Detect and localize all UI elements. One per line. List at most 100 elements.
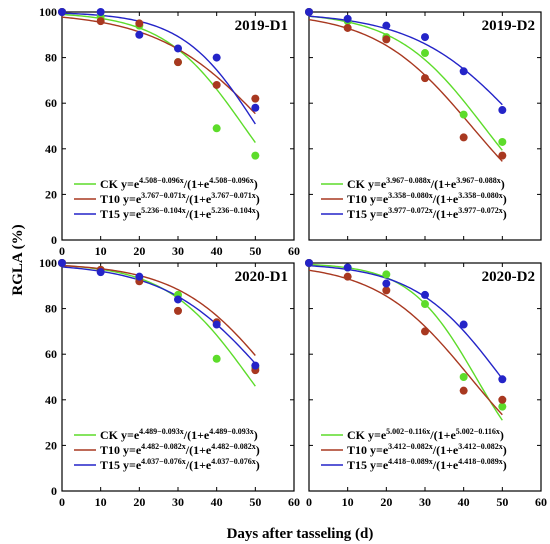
equation-text: T10 y=e: [100, 192, 142, 206]
equation-text: CK y=e: [100, 177, 140, 191]
fit-curve-t15: [308, 15, 503, 106]
data-point-ck: [382, 270, 391, 279]
fit-curve-ck: [61, 13, 256, 143]
x-tick-label: 30: [172, 495, 184, 509]
data-point-t10: [459, 133, 468, 142]
equation-exponent: 4.418−0.089x: [458, 457, 503, 466]
data-point-ck: [498, 137, 507, 146]
data-point-ck: [421, 49, 429, 58]
equation-exponent: 3.767−0.071x: [211, 191, 256, 200]
x-tick-label: 40: [211, 495, 223, 509]
y-tick-label: 60: [45, 347, 57, 361]
data-point-ck: [498, 402, 507, 411]
data-point-t15: [382, 279, 391, 288]
equation-text: /(1+e: [432, 443, 459, 457]
equation-exponent: 4.037−0.076x: [211, 457, 256, 466]
y-tick-label: 80: [45, 302, 57, 316]
panel-title: 2020-D1: [235, 269, 288, 285]
y-tick-label: 20: [45, 438, 57, 452]
data-point-t15: [498, 375, 507, 384]
fit-curve-t10: [308, 18, 503, 162]
data-point-t15: [459, 320, 468, 329]
fit-curve-t15: [61, 266, 256, 365]
equation-exponent: 3.767−0.071x: [141, 191, 186, 200]
data-point-t15: [58, 259, 66, 267]
legend-equation-t15: T15 y=e4.418−0.089x/(1+e4.418−0.089x): [347, 457, 507, 472]
equation-text: ): [256, 207, 260, 221]
legend-equation-t10: T10 y=e3.412−0.082x/(1+e3.412−0.082x): [347, 442, 507, 457]
data-point-t15: [343, 263, 352, 272]
equation-exponent: 4.489−0.093x: [209, 427, 254, 436]
data-point-t10: [343, 272, 352, 281]
data-point-t10: [382, 35, 391, 44]
equation-text: T10 y=e: [347, 443, 389, 457]
equation-text: /(1+e: [185, 458, 212, 472]
data-point-t15: [421, 33, 429, 42]
data-point-t10: [251, 94, 260, 103]
equation-text: ): [503, 443, 507, 457]
equation-exponent: 3.412−0.082x: [388, 442, 433, 451]
equation-text: CK y=e: [100, 428, 140, 442]
equation-text: ): [503, 207, 507, 221]
x-tick-label: 10: [342, 495, 354, 509]
x-tick-label: 0: [59, 244, 65, 258]
y-axis-label: RGLA (%): [10, 224, 26, 295]
equation-text: T15 y=e: [100, 458, 142, 472]
equation-exponent: 5.002−0.116x: [456, 427, 500, 436]
equation-text: /(1+e: [429, 428, 456, 442]
x-tick-label: 60: [288, 495, 300, 509]
equation-text: T10 y=e: [347, 192, 389, 206]
equation-exponent: 3.358−0.080x: [388, 191, 433, 200]
legend-equation-ck: CK y=e4.508−0.096x/(1+e4.508−0.096x): [100, 176, 258, 191]
x-tick-label: 60: [288, 244, 300, 258]
data-point-t15: [96, 268, 105, 277]
equation-exponent: 4.482−0.082x: [141, 442, 186, 451]
data-point-t10: [459, 386, 468, 395]
data-point-t10: [343, 23, 352, 32]
equation-text: /(1+e: [185, 207, 212, 221]
x-tick-label: 50: [249, 495, 261, 509]
data-point-t10: [212, 80, 221, 89]
data-point-t15: [305, 259, 313, 267]
equation-text: /(1+e: [432, 458, 459, 472]
x-tick-label: 0: [59, 495, 65, 509]
x-axis-label: Days after tasseling (d): [227, 526, 374, 542]
equation-text: ): [500, 428, 504, 442]
data-point-t15: [135, 30, 144, 39]
fit-curve-t15: [61, 12, 256, 125]
data-point-t15: [58, 8, 66, 16]
legend-equation-ck: CK y=e5.002−0.116x/(1+e5.002−0.116x): [347, 427, 504, 442]
data-point-t15: [421, 290, 429, 299]
equation-exponent: 4.037−0.076x: [141, 457, 186, 466]
equation-text: T15 y=e: [347, 458, 389, 472]
y-tick-label: 80: [45, 51, 57, 65]
x-tick-label: 40: [458, 495, 470, 509]
data-point-t10: [135, 19, 144, 28]
y-tick-label: 0: [51, 484, 57, 498]
fit-curve-ck: [308, 15, 503, 151]
x-tick-label: 50: [249, 244, 261, 258]
equation-text: CK y=e: [347, 177, 387, 191]
equation-text: ): [254, 428, 258, 442]
x-tick-label: 30: [172, 244, 184, 258]
equation-text: /(1+e: [185, 443, 212, 457]
equation-text: ): [256, 458, 260, 472]
data-point-t15: [135, 272, 144, 281]
equation-text: ): [503, 458, 507, 472]
panel-title: 2019-D1: [235, 18, 288, 34]
x-tick-label: 10: [95, 495, 107, 509]
equation-exponent: 4.418−0.089x: [388, 457, 433, 466]
y-tick-label: 0: [51, 233, 57, 247]
x-tick-label: 0: [306, 495, 312, 509]
data-point-t15: [251, 361, 260, 370]
equation-text: /(1+e: [183, 177, 210, 191]
equation-text: /(1+e: [432, 207, 459, 221]
equation-exponent: 3.358−0.080x: [458, 191, 503, 200]
data-point-t15: [96, 8, 105, 16]
